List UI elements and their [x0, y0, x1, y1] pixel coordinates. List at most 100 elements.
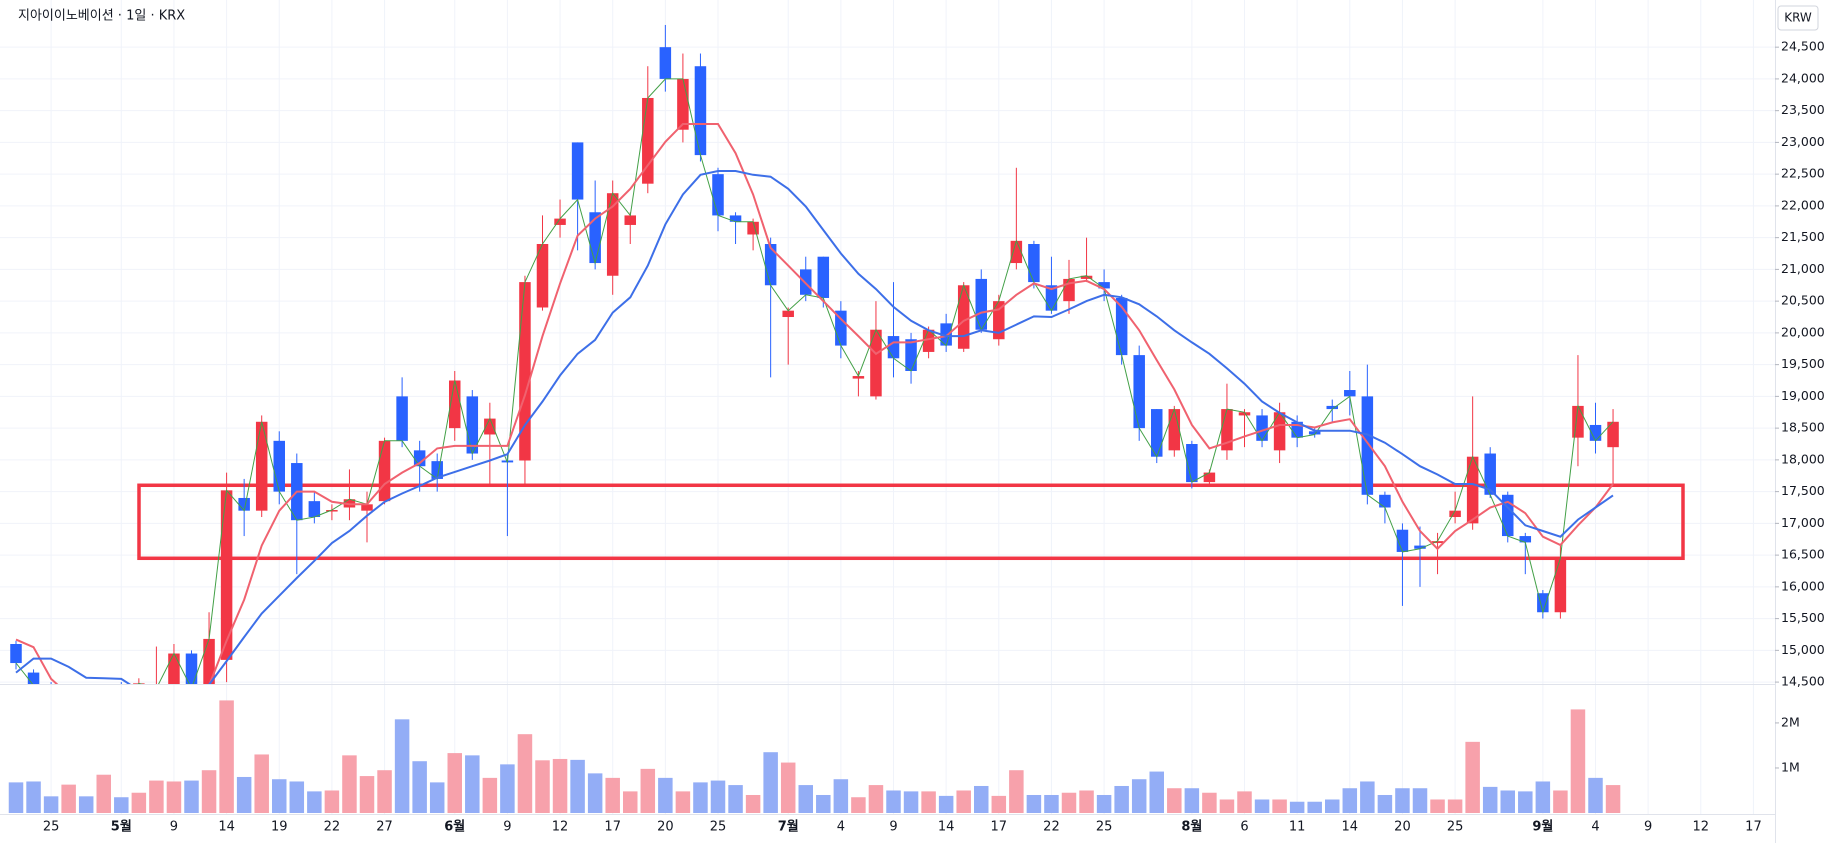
chart-title: 지아이이노베이션 · 1일 · KRX — [18, 9, 185, 24]
x-tick-label: 7월 — [778, 819, 799, 835]
candle-body — [677, 78, 689, 130]
candle-body — [168, 653, 180, 684]
candle-body — [361, 504, 373, 511]
candle-body — [1572, 405, 1584, 438]
volume-bar — [1447, 799, 1463, 813]
candle-body — [1431, 541, 1444, 544]
volume-bar — [1272, 799, 1287, 813]
volume-bar — [1535, 781, 1551, 813]
volume-bar — [1395, 788, 1410, 813]
candle-body — [589, 212, 601, 264]
volume-bar — [289, 781, 305, 813]
candle-body — [571, 142, 584, 200]
moving-average — [15, 170, 1614, 684]
candle-body — [1203, 472, 1216, 483]
volume-bar — [693, 782, 708, 813]
candle-body — [1449, 510, 1461, 518]
candle-body — [1519, 536, 1532, 543]
volume-bar — [500, 764, 515, 813]
x-tick-label: 14 — [218, 820, 235, 835]
volume-bar — [61, 784, 76, 813]
candle-body — [1484, 453, 1496, 495]
volume-bar — [1167, 788, 1182, 813]
candle-body — [413, 450, 426, 467]
volume-bar — [1500, 790, 1515, 813]
volume-bar — [658, 777, 673, 813]
volume-bar — [114, 797, 129, 813]
candle-body — [1308, 431, 1321, 435]
x-tick-label: 9 — [889, 820, 897, 835]
volume-bar — [166, 781, 182, 813]
volume-bar — [1588, 777, 1603, 813]
volume-bar — [254, 754, 269, 813]
volume-bar — [1605, 785, 1621, 813]
volume-bar — [1131, 779, 1147, 813]
x-tick-label: 9 — [503, 820, 511, 835]
candle-body — [1273, 412, 1286, 451]
candle-body — [98, 695, 110, 701]
volume-bar — [78, 796, 94, 813]
volume-bar — [324, 790, 340, 813]
volume-bar — [833, 779, 849, 813]
candle-body — [80, 692, 92, 702]
candle-body — [151, 688, 163, 691]
candle-body — [133, 683, 145, 684]
candle-body — [1344, 390, 1356, 397]
candle-body — [536, 244, 549, 308]
x-tick-label: 27 — [376, 820, 393, 835]
y-tick-label: 20,500 — [1781, 293, 1825, 308]
candle-body — [1396, 529, 1409, 552]
y-tick-label: 18,000 — [1781, 451, 1825, 466]
x-tick-label: 14 — [1342, 820, 1359, 835]
volume-bar — [745, 794, 761, 813]
candle-body — [1098, 282, 1110, 289]
candle-body — [185, 653, 198, 684]
x-tick-label: 25 — [43, 820, 60, 835]
candle-body — [642, 97, 654, 184]
candle-body — [764, 244, 777, 286]
y-tick-label: 21,000 — [1781, 261, 1825, 276]
volume-bar — [1377, 794, 1393, 813]
y-tick-label: 23,500 — [1781, 102, 1825, 117]
volume-bar — [1044, 794, 1059, 813]
volume-bar — [1430, 799, 1445, 813]
candle-body — [396, 396, 408, 441]
volume-bar — [1149, 771, 1164, 813]
x-tick-label: 25 — [1096, 820, 1113, 835]
candle-body — [10, 644, 22, 664]
currency-label: KRW — [1784, 11, 1812, 25]
volume-bar — [342, 755, 357, 813]
volume-bar — [1553, 790, 1568, 813]
candle-body — [729, 215, 742, 222]
y-tick-label: 24,000 — [1781, 70, 1825, 85]
candle-body — [1589, 424, 1602, 441]
volume-bar — [675, 791, 691, 813]
highlight-zone — [137, 483, 1685, 561]
y-tick-label: 21,500 — [1781, 229, 1825, 244]
candle-body — [1361, 396, 1374, 495]
candle-body — [431, 461, 443, 479]
candle-body — [466, 396, 479, 454]
volume-bar — [1254, 799, 1270, 813]
volume-bar — [96, 774, 111, 813]
candle-body — [993, 301, 1005, 340]
x-tick-label: 25 — [1447, 820, 1464, 835]
candle-body — [905, 339, 917, 371]
x-tick-label: 12 — [552, 820, 569, 835]
volume-bar — [482, 777, 498, 813]
candle-body — [1133, 355, 1145, 429]
y-tick-label: 19,500 — [1781, 356, 1825, 371]
volume-bar — [1009, 770, 1024, 813]
volume-bar — [587, 773, 603, 813]
y-tick-label: 16,500 — [1781, 547, 1825, 562]
x-tick-label: 11 — [1289, 820, 1306, 835]
x-tick-label: 6 — [1240, 820, 1248, 835]
x-tick-label: 9 — [170, 820, 178, 835]
close-line — [15, 78, 1614, 684]
x-tick-label: 22 — [1043, 820, 1060, 835]
candle-body — [624, 215, 636, 225]
volume-bar — [938, 795, 954, 813]
x-tick-label: 8월 — [1181, 819, 1202, 835]
